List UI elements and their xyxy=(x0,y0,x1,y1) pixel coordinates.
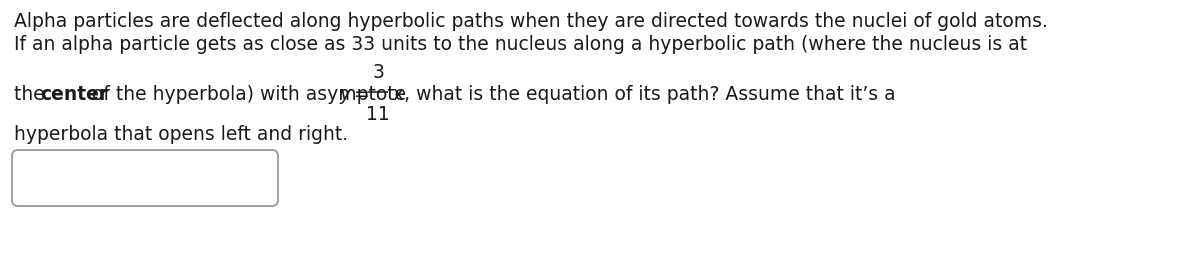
Text: y: y xyxy=(340,85,350,104)
Text: center: center xyxy=(40,85,108,104)
Text: hyperbola that opens left and right.: hyperbola that opens left and right. xyxy=(14,125,348,144)
Text: the: the xyxy=(14,85,50,104)
Text: 3: 3 xyxy=(372,63,384,82)
Text: x, what is the equation of its path? Assume that it’s a: x, what is the equation of its path? Ass… xyxy=(394,85,895,104)
FancyBboxPatch shape xyxy=(12,150,278,206)
Text: If an alpha particle gets as close as 33 units to the nucleus along a hyperbolic: If an alpha particle gets as close as 33… xyxy=(14,35,1027,54)
Text: =: = xyxy=(348,85,376,104)
Text: of the hyperbola) with asymptote: of the hyperbola) with asymptote xyxy=(86,85,412,104)
Text: Alpha particles are deflected along hyperbolic paths when they are directed towa: Alpha particles are deflected along hype… xyxy=(14,12,1048,31)
Text: 11: 11 xyxy=(366,105,390,124)
